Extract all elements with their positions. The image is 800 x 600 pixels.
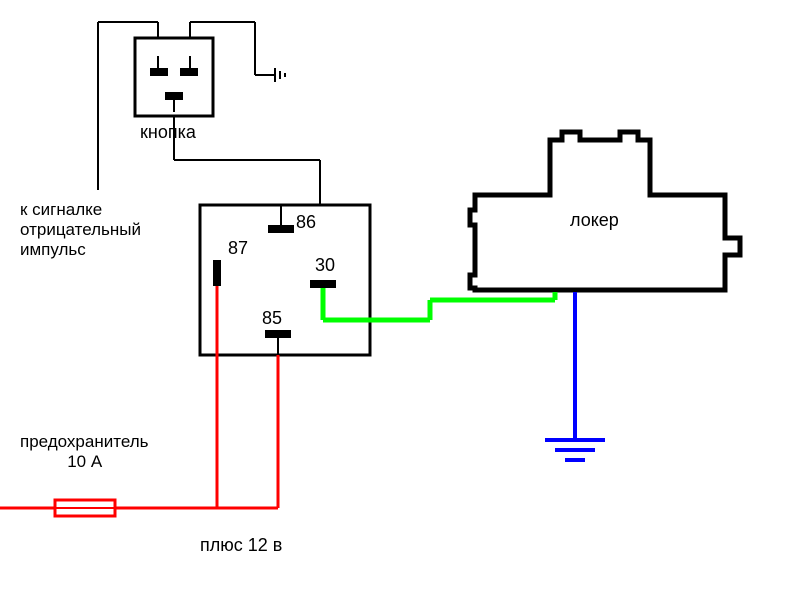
- fuse-label: предохранитель 10 А: [20, 432, 148, 472]
- wiring-diagram: [0, 0, 800, 600]
- pin85-label: 85: [262, 308, 282, 329]
- relay-component: [200, 205, 370, 355]
- button-label: кнопка: [140, 122, 196, 143]
- green-wire: [323, 288, 555, 320]
- plus12-label: плюс 12 в: [200, 535, 282, 556]
- locker-label: локер: [570, 210, 619, 231]
- signal-wire: [98, 22, 158, 190]
- signal-label: к сигналке отрицательный импульс: [20, 200, 141, 260]
- blue-wire: [545, 292, 605, 460]
- red-wire: [0, 286, 278, 516]
- button-ground-wire: [190, 22, 285, 82]
- pin86-label: 86: [296, 212, 316, 233]
- button-component: [135, 38, 213, 116]
- pin87-label: 87: [228, 238, 248, 259]
- pin30-label: 30: [315, 255, 335, 276]
